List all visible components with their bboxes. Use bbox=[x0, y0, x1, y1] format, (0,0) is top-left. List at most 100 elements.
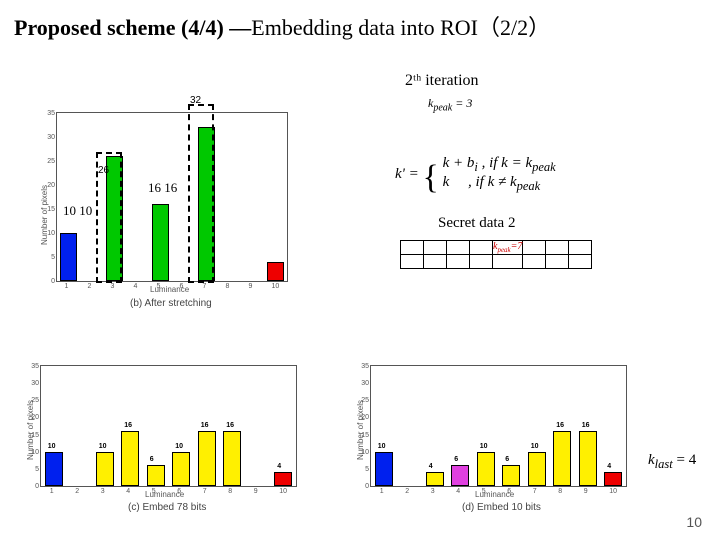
klast-label: klast = 4 bbox=[648, 452, 696, 472]
title-bold: Proposed scheme (4/4) — bbox=[14, 15, 251, 40]
bar bbox=[121, 431, 139, 486]
xtick: 9 bbox=[249, 283, 253, 290]
xtick: 3 bbox=[431, 488, 435, 495]
ytick: 5 bbox=[41, 254, 55, 261]
chart-c-caption: (c) Embed 78 bits bbox=[128, 502, 206, 513]
title-rest: Embedding data into ROI（2/2） bbox=[251, 15, 550, 40]
xtick: 4 bbox=[456, 488, 460, 495]
xtick: 9 bbox=[584, 488, 588, 495]
xtick: 2 bbox=[405, 488, 409, 495]
bar bbox=[45, 452, 63, 486]
bar bbox=[451, 465, 469, 486]
bar-top-label: 10 bbox=[99, 443, 107, 450]
secret-grid: kpeak=7 bbox=[400, 240, 592, 269]
xtick: 2 bbox=[75, 488, 79, 495]
ytick: 30 bbox=[355, 380, 369, 387]
bar bbox=[96, 452, 114, 486]
xtick: 9 bbox=[254, 488, 258, 495]
bar-top-label: 6 bbox=[505, 456, 509, 463]
page-number: 10 bbox=[686, 514, 702, 530]
bar-top-label: 16 bbox=[556, 422, 564, 429]
bar-top-label: 10 bbox=[531, 443, 539, 450]
bar-top-label: 10 bbox=[480, 443, 488, 450]
bar bbox=[267, 262, 283, 281]
chart-c-xlabel: Luminance bbox=[145, 490, 184, 499]
ytick: 5 bbox=[355, 466, 369, 473]
xtick: 8 bbox=[228, 488, 232, 495]
ytick: 35 bbox=[25, 363, 39, 370]
secret-grid-cell: kpeak=7 bbox=[493, 241, 523, 255]
xtick: 7 bbox=[203, 488, 207, 495]
bar bbox=[502, 465, 520, 486]
chart-d-ylabel: Number of pixels bbox=[356, 400, 365, 460]
bar bbox=[223, 431, 241, 486]
bar bbox=[426, 472, 444, 486]
chart-b-annot-10pair: 10 10 bbox=[63, 203, 92, 219]
chart-d: 051015202530351234567891010461061016164 bbox=[370, 365, 627, 487]
bar bbox=[198, 431, 216, 486]
bar-top-label: 6 bbox=[454, 456, 458, 463]
xtick: 8 bbox=[558, 488, 562, 495]
xtick: 1 bbox=[65, 283, 69, 290]
kpeak-line: kpeak = 3 bbox=[428, 96, 472, 113]
ytick: 0 bbox=[355, 483, 369, 490]
bar bbox=[60, 233, 76, 281]
ytick: 30 bbox=[41, 134, 55, 141]
bar-top-label: 4 bbox=[429, 463, 433, 470]
chart-d-xlabel: Luminance bbox=[475, 490, 514, 499]
bar-top-label: 10 bbox=[48, 443, 56, 450]
chart-b: 0510152025303512345678910 bbox=[56, 112, 288, 282]
bar bbox=[553, 431, 571, 486]
bar-top-label: 16 bbox=[124, 422, 132, 429]
ytick: 25 bbox=[41, 158, 55, 165]
chart-b-caption: (b) After stretching bbox=[130, 298, 212, 309]
xtick: 7 bbox=[203, 283, 207, 290]
xtick: 3 bbox=[111, 283, 115, 290]
bar bbox=[172, 452, 190, 486]
xtick: 10 bbox=[609, 488, 617, 495]
bar-top-label: 6 bbox=[150, 456, 154, 463]
ytick: 0 bbox=[41, 278, 55, 285]
ytick: 5 bbox=[25, 466, 39, 473]
bar-top-label: 10 bbox=[378, 443, 386, 450]
chart-d-caption: (d) Embed 10 bits bbox=[462, 502, 541, 513]
xtick: 1 bbox=[380, 488, 384, 495]
secret-data-label: Secret data 2 bbox=[438, 215, 515, 232]
bar bbox=[528, 452, 546, 486]
chart-b-annot-16pair: 16 16 bbox=[148, 180, 177, 196]
xtick: 4 bbox=[134, 283, 138, 290]
chart-b-xlabel: Luminance bbox=[150, 285, 189, 294]
dashed-box-bar3 bbox=[96, 152, 122, 283]
bar bbox=[477, 452, 495, 486]
chart-b-ylabel: Number of pixels bbox=[40, 185, 49, 245]
bar-top-label: 4 bbox=[607, 463, 611, 470]
bar-top-label: 10 bbox=[175, 443, 183, 450]
slide-title: Proposed scheme (4/4) —Embedding data in… bbox=[14, 10, 550, 42]
bar bbox=[274, 472, 292, 486]
xtick: 1 bbox=[50, 488, 54, 495]
chart-c: 051015202530351234567891010101661016164 bbox=[40, 365, 297, 487]
ytick: 0 bbox=[25, 483, 39, 490]
bar-top-label: 16 bbox=[226, 422, 234, 429]
iteration-label: 2ᵗʰ iteration bbox=[405, 72, 479, 90]
xtick: 4 bbox=[126, 488, 130, 495]
ytick: 35 bbox=[41, 110, 55, 117]
ytick: 35 bbox=[355, 363, 369, 370]
bar-top-label: 16 bbox=[201, 422, 209, 429]
xtick: 8 bbox=[226, 283, 230, 290]
xtick: 7 bbox=[533, 488, 537, 495]
formula-piecewise: k' = { k + bi , if k = kpeak k , if k ≠ … bbox=[395, 155, 556, 197]
dashed-box-bar7 bbox=[188, 104, 214, 283]
xtick: 2 bbox=[88, 283, 92, 290]
xtick: 3 bbox=[101, 488, 105, 495]
ytick: 30 bbox=[25, 380, 39, 387]
bar bbox=[604, 472, 622, 486]
bar bbox=[579, 431, 597, 486]
bar-top-label: 16 bbox=[582, 422, 590, 429]
xtick: 10 bbox=[272, 283, 280, 290]
chart-c-ylabel: Number of pixels bbox=[26, 400, 35, 460]
bar-top-label: 4 bbox=[277, 463, 281, 470]
xtick: 10 bbox=[279, 488, 287, 495]
bar bbox=[375, 452, 393, 486]
bar bbox=[152, 204, 168, 281]
